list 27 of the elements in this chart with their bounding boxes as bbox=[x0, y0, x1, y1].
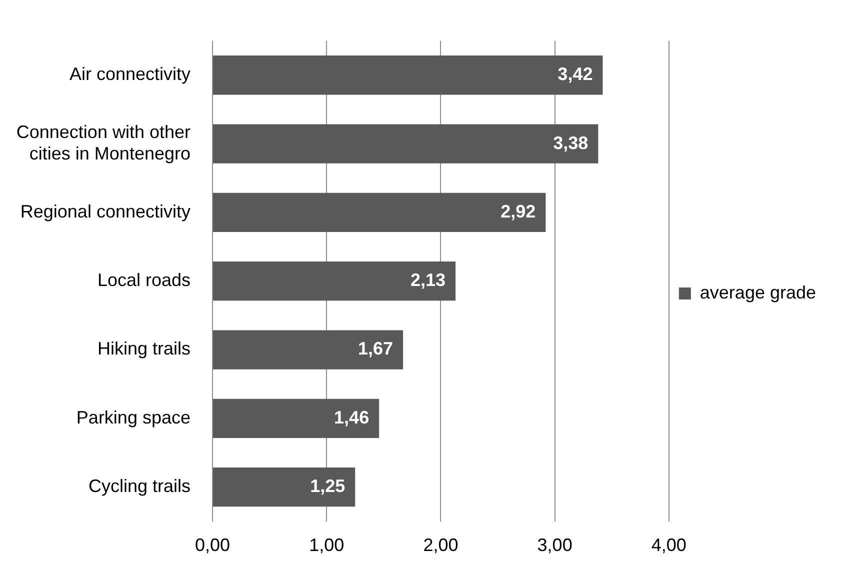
data-label: 2,13 bbox=[410, 270, 446, 290]
bar bbox=[213, 330, 404, 370]
data-label: 2,92 bbox=[500, 201, 536, 222]
y-tick-label: Cycling trails bbox=[88, 476, 190, 496]
x-tick-label: 2,00 bbox=[423, 535, 458, 556]
x-tick-label: 4,00 bbox=[651, 535, 686, 556]
bar bbox=[213, 468, 356, 507]
data-label: 1,25 bbox=[310, 476, 346, 496]
bar bbox=[213, 192, 546, 232]
data-label: 1,46 bbox=[334, 407, 370, 428]
y-tick-label: Local roads bbox=[97, 270, 190, 290]
data-label: 3,42 bbox=[558, 64, 593, 84]
x-tick-label: 3,00 bbox=[537, 535, 572, 556]
legend-label: average grade bbox=[700, 282, 816, 302]
bar bbox=[213, 56, 603, 95]
y-tick-label: Connection with other cities in Montenegro bbox=[16, 122, 190, 164]
x-tick-label: 0,00 bbox=[194, 535, 230, 556]
x-tick-label: 1,00 bbox=[309, 535, 344, 556]
bar bbox=[213, 262, 456, 301]
bar bbox=[213, 124, 598, 164]
y-tick-label: Hiking trails bbox=[97, 338, 190, 359]
data-label: 1,67 bbox=[358, 338, 394, 359]
y-tick-label: Parking space bbox=[76, 407, 190, 428]
y-tick-label: Air connectivity bbox=[69, 64, 190, 84]
data-label: 3,38 bbox=[553, 132, 588, 153]
y-tick-label: Regional connectivity bbox=[20, 201, 190, 222]
bar bbox=[213, 398, 380, 438]
